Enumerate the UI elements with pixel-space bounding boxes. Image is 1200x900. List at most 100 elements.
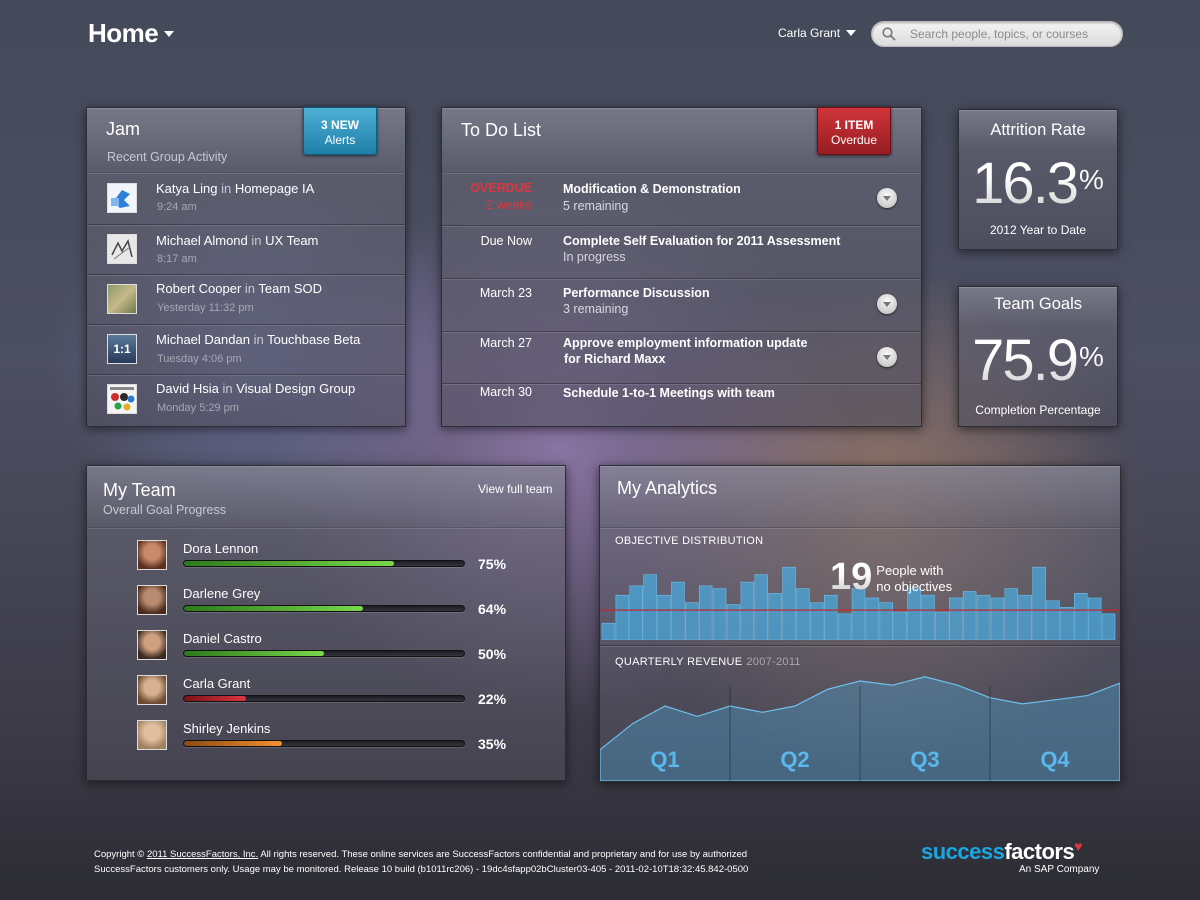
expand-chevron-icon[interactable] <box>877 294 897 314</box>
jam-activity-item[interactable]: Robert Cooper in Team SOD Yesterday 11:3… <box>87 276 407 326</box>
group-link[interactable]: UX Team <box>265 233 319 248</box>
distribution-bar[interactable] <box>726 604 741 640</box>
group-link[interactable]: Visual Design Group <box>236 381 356 396</box>
team-member-row[interactable]: Daniel Castro 50% <box>87 628 567 674</box>
distribution-bar[interactable] <box>810 602 824 640</box>
due-date: March 23 <box>479 286 532 300</box>
distribution-bar[interactable] <box>698 585 713 640</box>
distribution-bar[interactable] <box>865 597 880 640</box>
group-link[interactable]: Touchbase Beta <box>267 332 361 347</box>
view-full-team-link[interactable]: View full team <box>478 482 553 496</box>
copyright-link[interactable]: 2011 SuccessFactors, Inc. <box>146 849 259 860</box>
group-link[interactable]: Team SOD <box>258 281 322 296</box>
distribution-bar[interactable] <box>712 588 727 640</box>
copyright-prefix: Copyright © <box>94 849 145 860</box>
distribution-bar[interactable] <box>823 594 838 640</box>
avatar <box>137 630 167 660</box>
distribution-bar[interactable] <box>754 574 769 640</box>
distribution-bar[interactable] <box>1046 600 1060 640</box>
distribution-bar[interactable] <box>990 597 1005 640</box>
page-title-menu[interactable]: Home <box>88 18 175 49</box>
distribution-bar[interactable] <box>1004 588 1019 640</box>
distribution-bar[interactable] <box>685 602 699 640</box>
attrition-subtitle: 2012 Year to Date <box>989 223 1087 237</box>
jam-panel: Jam Recent Group Activity 3 NEW Alerts K… <box>86 107 406 427</box>
todo-item[interactable]: OVERDUE 2 weeks Modification & Demonstra… <box>442 174 922 226</box>
jam-activity-item[interactable]: 1:1 Michael Dandan in Touchbase Beta Tue… <box>87 326 407 376</box>
analytics-title: My Analytics <box>617 478 718 498</box>
avatar <box>137 675 167 705</box>
progress-bar-fill <box>184 561 394 566</box>
distribution-bar[interactable] <box>1032 566 1046 640</box>
distribution-bar[interactable] <box>851 588 866 640</box>
distribution-bar[interactable] <box>671 581 685 640</box>
todo-item[interactable]: March 30 Schedule 1-to-1 Meetings with t… <box>442 385 922 437</box>
attrition-title: Attrition Rate <box>990 121 1086 139</box>
todo-title: To Do List <box>461 120 542 140</box>
team-member-row[interactable]: Darlene Grey 64% <box>87 583 567 629</box>
attrition-rate-card[interactable]: Attrition Rate 16.3% 2012 Year to Date <box>958 109 1118 250</box>
progress-bar <box>183 560 465 567</box>
distribution-bar[interactable] <box>921 594 935 640</box>
distribution-bar[interactable] <box>657 594 671 640</box>
member-name: Darlene Grey <box>183 586 261 601</box>
expand-chevron-icon[interactable] <box>877 347 897 367</box>
distribution-bar[interactable] <box>1101 613 1116 640</box>
panel-header <box>87 466 565 528</box>
thumbnail-text: 1:1 <box>113 342 131 356</box>
distribution-bar[interactable] <box>643 574 657 640</box>
distribution-bar[interactable] <box>782 566 796 640</box>
distribution-bar[interactable] <box>740 581 755 640</box>
copyright-line-2: SuccessFactors customers only. Usage may… <box>94 864 749 875</box>
team-member-row[interactable]: Shirley Jenkins 35% <box>87 718 567 764</box>
team-goals-card[interactable]: Team Goals 75.9% Completion Percentage <box>958 286 1118 427</box>
distribution-bar[interactable] <box>615 594 630 640</box>
stat-unit: % <box>1078 341 1104 372</box>
distribution-bar[interactable] <box>962 591 977 640</box>
todo-item[interactable]: March 23 Performance Discussion 3 remain… <box>442 280 922 332</box>
todo-overdue-badge[interactable]: 1 ITEM Overdue <box>817 107 891 155</box>
search-box <box>871 21 1123 47</box>
team-member-row[interactable]: Carla Grant 22% <box>87 673 567 719</box>
goals-value: 75.9% <box>959 327 1117 394</box>
distribution-bar[interactable] <box>893 611 907 640</box>
todo-item[interactable]: March 27 Approve employment information … <box>442 333 922 385</box>
jam-activity-item[interactable]: Michael Almond in UX Team 8:17 am <box>87 226 407 276</box>
distribution-bar[interactable] <box>1060 607 1074 640</box>
distribution-bar[interactable] <box>976 594 991 640</box>
distribution-bar[interactable] <box>796 588 810 640</box>
revenue-area[interactable] <box>600 676 1120 781</box>
search-input[interactable] <box>910 27 1110 41</box>
group-link[interactable]: Homepage IA <box>234 181 315 196</box>
distribution-bar[interactable] <box>837 613 852 640</box>
copyright-line-1: All rights reserved. These online servic… <box>260 849 748 860</box>
revenue-years: 2007-2011 <box>746 656 801 668</box>
distribution-bar[interactable] <box>601 622 616 640</box>
quarter-label: Q1 <box>650 747 679 772</box>
distribution-bar[interactable] <box>907 588 921 640</box>
distribution-bar[interactable] <box>935 611 949 640</box>
jam-alerts-badge[interactable]: 3 NEW Alerts <box>303 107 377 155</box>
team-member-row[interactable]: Dora Lennon 75% <box>87 538 567 584</box>
progress-percent: 50% <box>478 646 507 662</box>
distribution-bar[interactable] <box>948 597 963 640</box>
objective-distribution-chart[interactable] <box>600 556 1120 640</box>
distribution-bar[interactable] <box>1018 594 1032 640</box>
todo-item[interactable]: Due Now Complete Self Evaluation for 201… <box>442 227 922 279</box>
distribution-bar[interactable] <box>768 593 782 640</box>
distribution-bar[interactable] <box>1074 593 1088 640</box>
distribution-bar[interactable] <box>879 602 894 640</box>
avatar <box>137 540 167 570</box>
distribution-bar[interactable] <box>629 585 643 640</box>
jam-activity-item[interactable]: Katya Ling in Homepage IA 9:24 am <box>87 175 407 225</box>
due-date: March 30 <box>479 385 532 399</box>
author-name: Michael Almond <box>156 233 248 248</box>
expand-chevron-icon[interactable] <box>877 188 897 208</box>
logo-part-1: success <box>921 839 1005 864</box>
badge-label: Overdue <box>830 133 878 147</box>
distribution-bar[interactable] <box>1087 597 1102 640</box>
author-name: Michael Dandan <box>156 332 250 347</box>
user-menu[interactable]: Carla Grant <box>778 26 857 40</box>
jam-activity-item[interactable]: David Hsia in Visual Design Group Monday… <box>87 376 407 426</box>
quarterly-revenue-chart[interactable]: Q1 Q2 Q3 Q4 <box>600 656 1120 781</box>
